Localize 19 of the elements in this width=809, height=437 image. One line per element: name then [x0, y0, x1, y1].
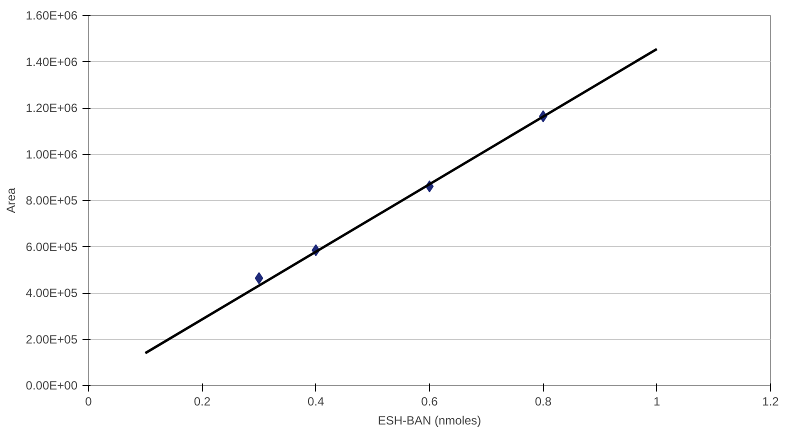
x-tick-label: 0 — [85, 394, 92, 408]
point — [254, 272, 264, 284]
y-tick-label: 1.00E+06 — [26, 147, 78, 162]
y-tick-label: 2.00E+05 — [26, 332, 78, 346]
y-tick-label: 1.60E+06 — [26, 8, 78, 22]
y-tick-label: 8.00E+05 — [26, 194, 78, 208]
y-tick-label: 1.40E+06 — [26, 54, 78, 69]
y-tick-label: 1.20E+06 — [26, 101, 78, 115]
x-tick-label: 1.2 — [762, 394, 780, 408]
y-axis-title: Area — [4, 188, 18, 214]
y-tick-label: 6.00E+05 — [26, 240, 78, 254]
x-tick-label: 1 — [653, 394, 660, 408]
x-axis-title: ESH-BAN (nmoles) — [378, 414, 482, 428]
y-tick-label: 0.00E+00 — [26, 378, 78, 392]
x-tick-label: 0.2 — [194, 394, 211, 408]
y-tick-label: 4.00E+05 — [26, 286, 78, 300]
x-tick-label: 0.4 — [307, 394, 324, 408]
x-tick-label: 0.8 — [534, 394, 552, 408]
x-tick-label: 0.6 — [421, 394, 438, 408]
